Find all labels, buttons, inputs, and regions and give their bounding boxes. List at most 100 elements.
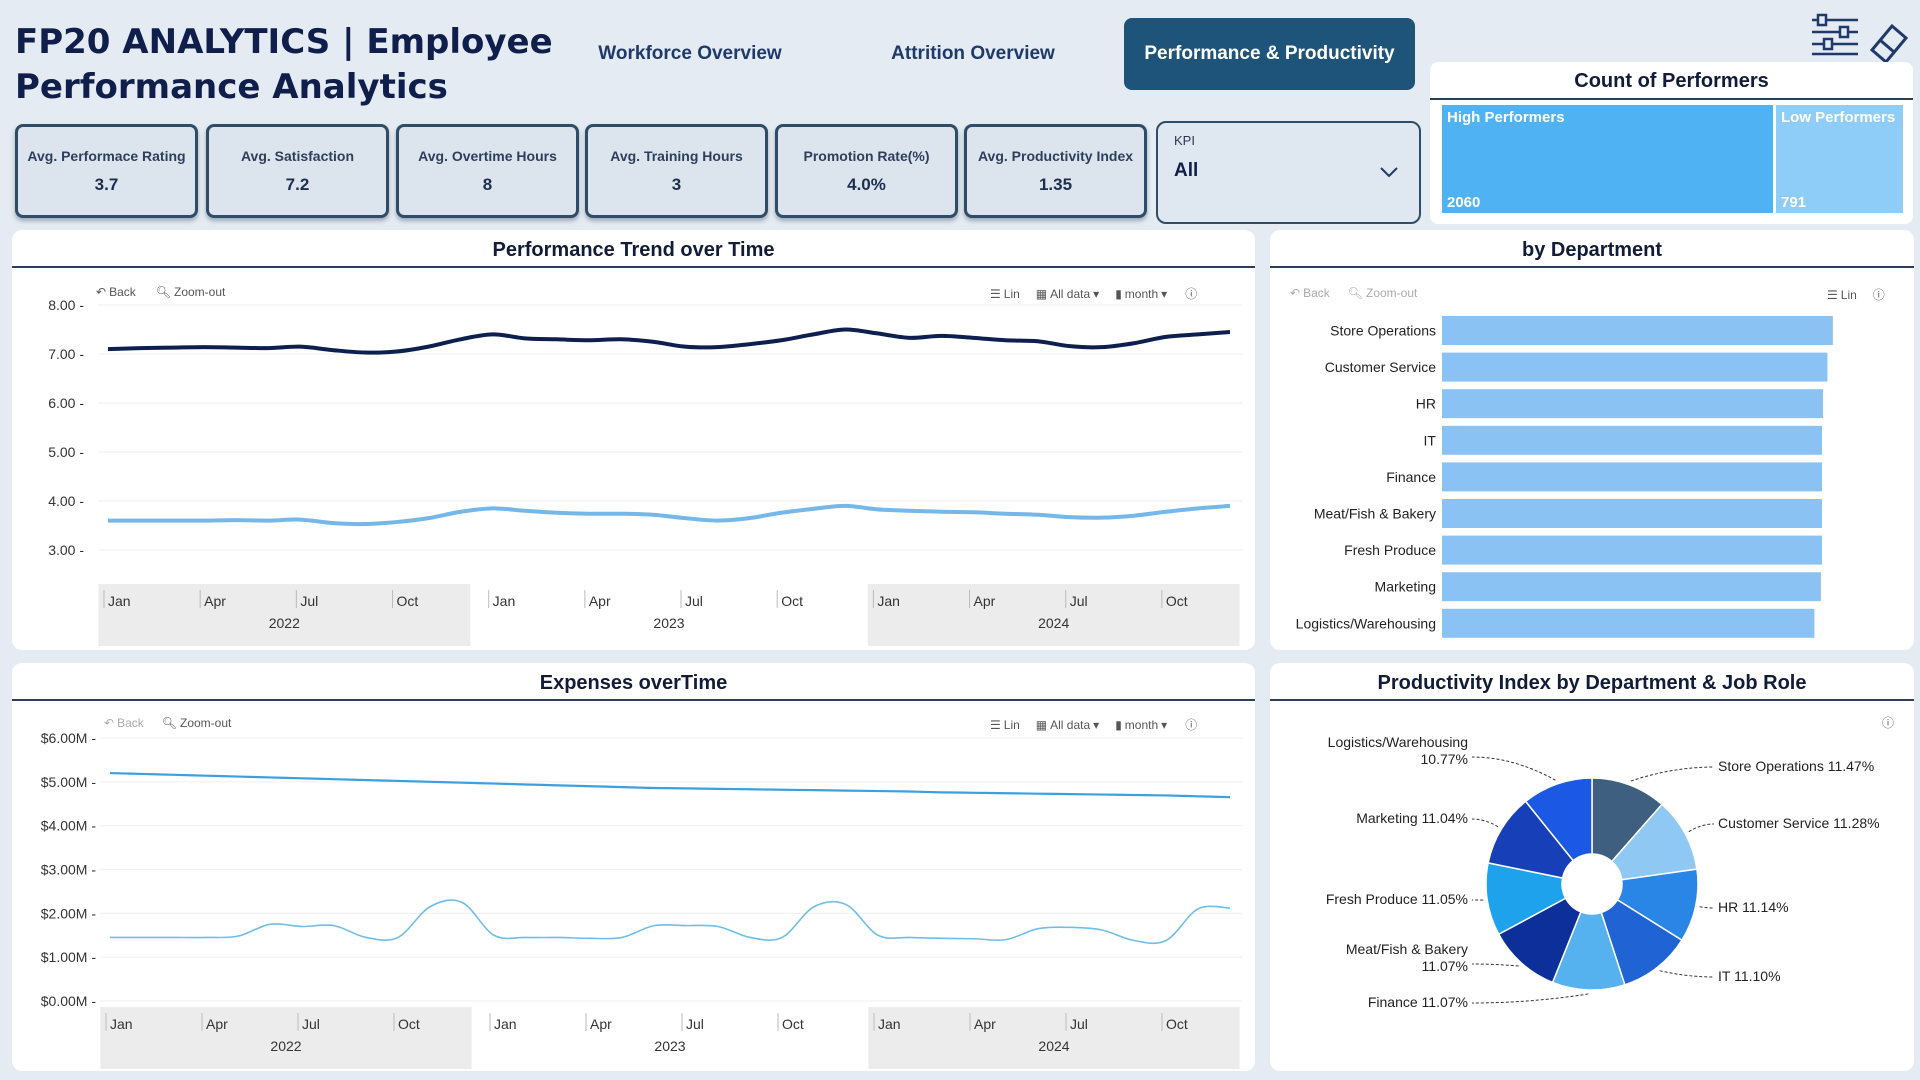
y-tick-label: 8.00 -: [48, 297, 84, 313]
title-divider: [1430, 98, 1913, 100]
month-tick-label: Apr: [974, 593, 996, 609]
chevron-down-icon[interactable]: [1379, 165, 1399, 179]
title-divider: [12, 699, 1255, 701]
chart-toolbar-left: ↶ Back 🔍︎ Zoom-out: [1290, 286, 1417, 300]
month-tick-label: Oct: [398, 1016, 420, 1032]
back-button[interactable]: ↶ Back: [104, 716, 144, 730]
slice-label: Meat/Fish & Bakery: [1346, 941, 1468, 957]
panel-title: Performance Trend over Time: [492, 239, 775, 261]
bar-category-label: Finance: [1386, 469, 1436, 485]
zoom-out-button[interactable]: 🔍︎ Zoom-out: [161, 716, 232, 730]
expenses-panel: Expenses overTime ↶ Back 🔍︎ Zoom-out ☰ L…: [12, 663, 1255, 1071]
chart-toolbar-right: ☰ Lin ▦ All data ▾ ▮ month ▾ ⓘ: [990, 716, 1197, 733]
year-tick-label: 2023: [654, 1038, 685, 1054]
kpi-card-performance-rating: Avg. Performace Rating 3.7: [15, 124, 198, 218]
page-title: FP20 ANALYTICS | Employee Performance An…: [15, 22, 553, 107]
expenses-chart: $6.00M - $5.00M - $4.00M - $3.00M - $2.00M -…: [41, 730, 1242, 1069]
kpi-label: Avg. Satisfaction: [240, 147, 355, 164]
month-tick-label: Oct: [782, 1016, 804, 1032]
year-tick-label: 2024: [1038, 615, 1069, 631]
month-tick-label: Jul: [300, 593, 318, 609]
bar: [1442, 352, 1828, 382]
y-tick-label: 6.00 -: [48, 395, 84, 411]
slice-label: Fresh Produce 11.05%: [1326, 891, 1468, 907]
month-tick-label: Apr: [204, 593, 226, 609]
chart-toolbar-right: ☰ Lin ▦ All data ▾ ▮ month ▾ ⓘ: [990, 285, 1197, 302]
zoom-out-button[interactable]: 🔍︎ Zoom-out: [1347, 286, 1418, 300]
lin-toggle[interactable]: ☰ Lin: [990, 717, 1020, 732]
back-button[interactable]: ↶ Back: [1290, 286, 1330, 300]
productivity-index-panel: Productivity Index by Department & Job R…: [1270, 663, 1914, 1071]
all-data-dropdown[interactable]: ▦ All data ▾: [1035, 717, 1100, 732]
performance-trend-chart: 8.00 - 7.00 - 6.00 - 5.00 - 4.00 - 3.00 - 2022…: [48, 297, 1242, 646]
title-divider: [1270, 266, 1914, 268]
treemap-value: 2060: [1447, 194, 1481, 211]
y-tick-label: $1.00M -: [41, 949, 97, 965]
month-tick-label: Jan: [494, 1016, 517, 1032]
panel-title: by Department: [1521, 239, 1663, 261]
slice-leader-line: [1659, 970, 1715, 978]
month-tick-label: Apr: [589, 593, 611, 609]
panel-title: Count of Performers: [1574, 70, 1769, 92]
panel-title: Expenses overTime: [539, 672, 728, 694]
y-tick-label: $6.00M -: [41, 730, 97, 746]
lin-toggle[interactable]: ☰ Lin: [990, 286, 1020, 301]
tab-performance-productivity[interactable]: Performance & Productivity: [1124, 18, 1415, 90]
slice-leader-line: [1688, 823, 1715, 833]
kpi-label: Avg. Training Hours: [610, 147, 743, 164]
treemap-low-performers[interactable]: Low Performers 791: [1776, 105, 1903, 213]
kpi-slicer[interactable]: KPI All: [1156, 121, 1421, 224]
month-tick-label: Jan: [877, 593, 900, 609]
month-dropdown[interactable]: ▮ month ▾: [1115, 717, 1168, 732]
bar-category-label: Logistics/Warehousing: [1296, 615, 1436, 631]
slice-leader-line: [1699, 906, 1715, 909]
treemap-high-performers[interactable]: High Performers 2060: [1442, 105, 1773, 213]
help-icon[interactable]: ⓘ: [1185, 718, 1198, 732]
lin-toggle[interactable]: ☰ Lin: [1827, 287, 1857, 302]
kpi-value: 3: [671, 174, 682, 194]
series-line: [108, 503, 1231, 527]
count-of-performers-card: Count of Performers High Performers 2060…: [1430, 62, 1913, 224]
zoom-out-button[interactable]: 🔍︎ Zoom-out: [155, 285, 226, 299]
bar: [1442, 389, 1824, 419]
treemap-label: Low Performers: [1781, 109, 1896, 126]
kpi-value: 4.0%: [847, 174, 886, 194]
all-data-dropdown[interactable]: ▦ All data ▾: [1035, 286, 1100, 301]
help-icon[interactable]: ⓘ: [1872, 288, 1885, 302]
month-dropdown[interactable]: ▮ month ▾: [1115, 286, 1168, 301]
slice-label: Store Operations 11.47%: [1718, 758, 1874, 774]
slice-label: HR 11.14%: [1718, 899, 1789, 915]
by-department-chart: Store Operations Customer Service HR IT Fina…: [1296, 316, 1833, 638]
filter-sliders-icon[interactable]: [1812, 13, 1858, 56]
y-tick-label: $4.00M -: [41, 818, 97, 834]
year-band: [98, 584, 471, 646]
slice-label: Logistics/Warehousing: [1328, 734, 1468, 750]
bar: [1442, 572, 1821, 602]
year-band: [100, 1007, 472, 1069]
kpi-card-training-hours: Avg. Training Hours 3: [585, 124, 768, 218]
month-tick-label: Jul: [302, 1016, 320, 1032]
kpi-card-overtime-hours: Avg. Overtime Hours 8: [396, 124, 579, 218]
help-icon[interactable]: ⓘ: [1185, 287, 1198, 301]
back-button[interactable]: ↶ Back: [96, 285, 136, 299]
month-tick-label: Oct: [397, 593, 419, 609]
eraser-icon[interactable]: [1869, 23, 1909, 65]
month-tick-label: Apr: [206, 1016, 228, 1032]
kpi-value: 3.7: [94, 174, 119, 194]
bar-category-label: IT: [1424, 432, 1437, 448]
chart-toolbar-right: ⓘ: [1882, 714, 1894, 731]
month-tick-label: Jul: [1070, 1016, 1088, 1032]
tab-workforce-overview[interactable]: Workforce Overview: [598, 43, 782, 64]
y-tick-label: 3.00 -: [48, 542, 84, 558]
performance-trend-panel: Performance Trend over Time ↶ Back 🔍︎ Zo…: [12, 230, 1255, 650]
chart-toolbar-left: ↶ Back 🔍︎ Zoom-out: [96, 285, 225, 299]
slice-leader-line: [1471, 756, 1556, 781]
help-icon[interactable]: ⓘ: [1882, 716, 1895, 730]
productivity-pie-chart: Store Operations 11.47% Customer Service …: [1326, 734, 1880, 1010]
slice-label: IT 11.10%: [1718, 968, 1781, 984]
kpi-card-productivity-index: Avg. Productivity Index 1.35: [964, 124, 1147, 218]
bar-category-label: Meat/Fish & Bakery: [1314, 506, 1436, 522]
slice-leader-line: [1471, 993, 1589, 1004]
tab-attrition-overview[interactable]: Attrition Overview: [891, 43, 1055, 64]
y-tick-label: $5.00M -: [41, 774, 97, 790]
